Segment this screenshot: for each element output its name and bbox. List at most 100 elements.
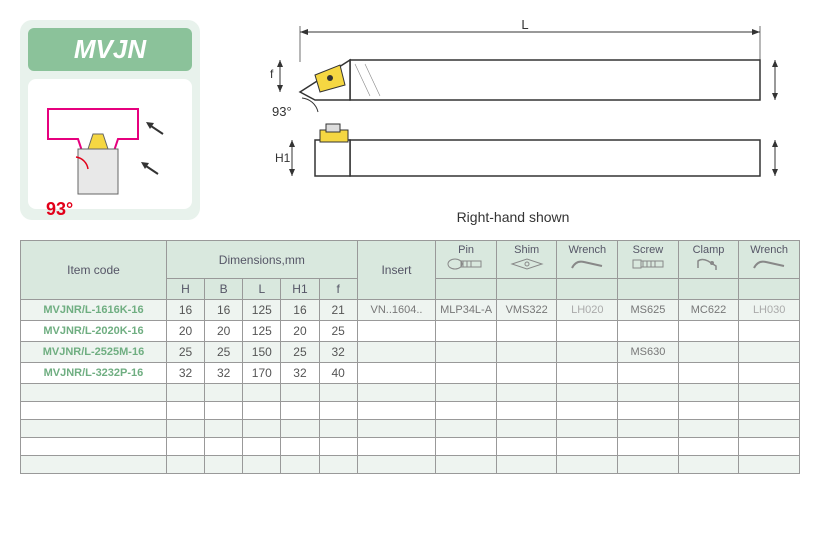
component-cell bbox=[436, 342, 497, 363]
table-body: MVJNR/L-1616K-1616161251621VN..1604..MLP… bbox=[21, 300, 800, 474]
dim-cell: 25 bbox=[281, 342, 319, 363]
empty-cell bbox=[436, 420, 497, 438]
empty-cell bbox=[319, 420, 357, 438]
svg-text:93°: 93° bbox=[272, 104, 292, 119]
dim-cell: 32 bbox=[205, 363, 243, 384]
svg-text:f: f bbox=[270, 67, 274, 81]
component-cell bbox=[739, 363, 800, 384]
col-clamp: Clamp bbox=[678, 241, 739, 279]
empty-cell bbox=[496, 402, 557, 420]
empty-cell bbox=[205, 420, 243, 438]
dim-cell: 125 bbox=[243, 300, 281, 321]
empty-cell bbox=[496, 438, 557, 456]
empty-cell bbox=[618, 402, 679, 420]
empty-cell bbox=[21, 384, 167, 402]
empty-cell bbox=[436, 384, 497, 402]
shim-icon bbox=[506, 256, 548, 272]
col-insert: Insert bbox=[357, 241, 436, 300]
empty-cell bbox=[166, 384, 204, 402]
component-cell: VMS322 bbox=[496, 300, 557, 321]
empty-cell bbox=[496, 420, 557, 438]
empty-cell bbox=[739, 402, 800, 420]
empty-cell bbox=[678, 384, 739, 402]
drawing-caption: Right-hand shown bbox=[220, 209, 806, 225]
empty-cell bbox=[557, 438, 618, 456]
component-cell: LH030 bbox=[739, 300, 800, 321]
empty-cell bbox=[678, 438, 739, 456]
badge-diagram: 93° bbox=[28, 79, 192, 209]
empty-cell bbox=[319, 438, 357, 456]
component-cell: MLP34L-A bbox=[436, 300, 497, 321]
empty-cell bbox=[319, 456, 357, 474]
col-f: f bbox=[319, 279, 357, 300]
technical-drawing: L f B 93° bbox=[220, 20, 806, 220]
dim-cell: 21 bbox=[319, 300, 357, 321]
dim-cell: 125 bbox=[243, 321, 281, 342]
col-item-code: Item code bbox=[21, 241, 167, 300]
wrench-icon bbox=[566, 256, 608, 272]
empty-cell bbox=[739, 438, 800, 456]
empty-cell bbox=[21, 420, 167, 438]
empty-cell bbox=[678, 402, 739, 420]
col-pin: Pin bbox=[436, 241, 497, 279]
dim-cell: 20 bbox=[166, 321, 204, 342]
spec-table: Item code Dimensions,mm Insert Pin Shim … bbox=[20, 240, 800, 474]
empty-cell bbox=[357, 420, 436, 438]
empty-cell bbox=[357, 384, 436, 402]
empty-cell bbox=[205, 384, 243, 402]
empty-cell bbox=[319, 402, 357, 420]
table-header: Item code Dimensions,mm Insert Pin Shim … bbox=[21, 241, 800, 300]
component-cell: LH020 bbox=[557, 300, 618, 321]
component-cell bbox=[557, 363, 618, 384]
empty-cell bbox=[205, 456, 243, 474]
dim-cell: 32 bbox=[319, 342, 357, 363]
empty-cell bbox=[357, 456, 436, 474]
product-badge: MVJN 93° bbox=[20, 20, 200, 220]
col-screw: Screw bbox=[618, 241, 679, 279]
top-section: MVJN 93° bbox=[20, 20, 806, 220]
empty-cell bbox=[496, 384, 557, 402]
dim-cell: 25 bbox=[205, 342, 243, 363]
pin-icon bbox=[445, 256, 487, 272]
empty-cell bbox=[281, 420, 319, 438]
wrench2-icon-row bbox=[739, 279, 800, 300]
insert-cell bbox=[357, 321, 436, 342]
empty-cell bbox=[243, 384, 281, 402]
component-cell: MS625 bbox=[618, 300, 679, 321]
component-cell bbox=[678, 342, 739, 363]
dim-cell: 16 bbox=[281, 300, 319, 321]
empty-cell bbox=[436, 402, 497, 420]
empty-cell bbox=[205, 438, 243, 456]
insert-cell: VN..1604.. bbox=[357, 300, 436, 321]
dim-cell: 32 bbox=[281, 363, 319, 384]
table-row: MVJNR/L-3232P-1632321703240 bbox=[21, 363, 800, 384]
component-cell: MC622 bbox=[678, 300, 739, 321]
col-wrench1-label: Wrench bbox=[559, 244, 615, 256]
empty-cell bbox=[557, 420, 618, 438]
component-cell bbox=[496, 342, 557, 363]
empty-cell bbox=[166, 420, 204, 438]
dim-cell: 150 bbox=[243, 342, 281, 363]
empty-cell bbox=[21, 402, 167, 420]
empty-cell bbox=[496, 456, 557, 474]
empty-cell bbox=[281, 384, 319, 402]
item-code-cell: MVJNR/L-2020K-16 bbox=[21, 321, 167, 342]
component-cell: MS630 bbox=[618, 342, 679, 363]
dim-cell: 20 bbox=[205, 321, 243, 342]
table-row-empty bbox=[21, 438, 800, 456]
empty-cell bbox=[618, 438, 679, 456]
clamp-icon-row bbox=[678, 279, 739, 300]
tech-drawing-svg: L f B 93° bbox=[220, 20, 780, 200]
col-wrench1: Wrench bbox=[557, 241, 618, 279]
table-row-empty bbox=[21, 456, 800, 474]
wrench-icon bbox=[748, 256, 790, 272]
col-B: B bbox=[205, 279, 243, 300]
empty-cell bbox=[557, 456, 618, 474]
empty-cell bbox=[243, 438, 281, 456]
col-dimensions: Dimensions,mm bbox=[166, 241, 357, 279]
component-cell bbox=[618, 363, 679, 384]
dim-cell: 40 bbox=[319, 363, 357, 384]
empty-cell bbox=[166, 456, 204, 474]
dim-cell: 16 bbox=[166, 300, 204, 321]
empty-cell bbox=[243, 456, 281, 474]
